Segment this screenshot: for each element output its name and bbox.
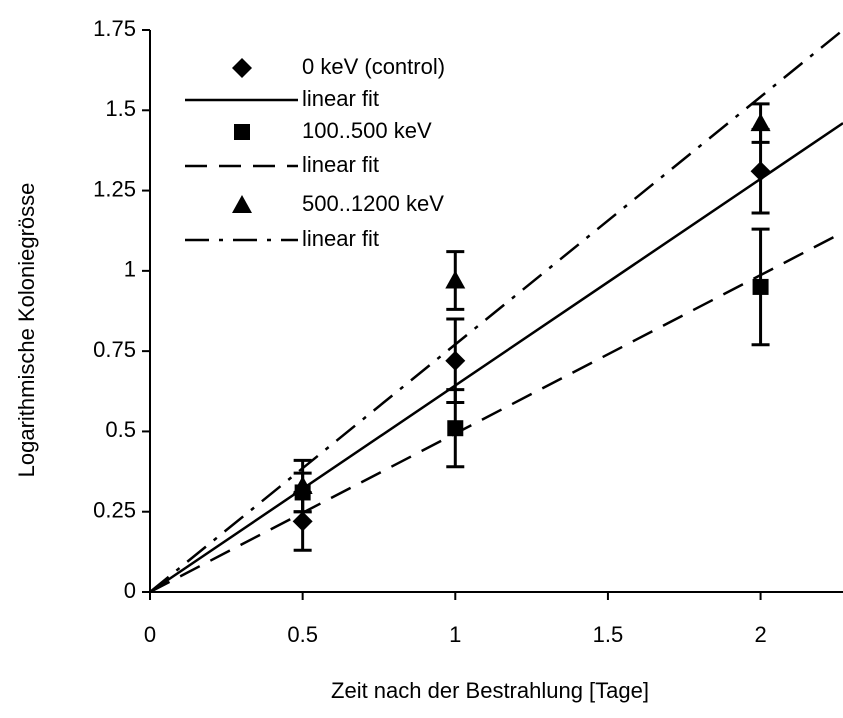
y-tick-label: 0.75: [93, 337, 136, 362]
marker-triangle: [445, 270, 466, 289]
legend-label: linear fit: [302, 86, 379, 111]
x-tick-label: 2: [754, 622, 766, 647]
x-tick-label: 0: [144, 622, 156, 647]
legend-label: 0 keV (control): [302, 54, 445, 79]
fit-line: [149, 122, 843, 594]
x-tick-label: 1: [449, 622, 461, 647]
marker-square: [234, 124, 250, 140]
y-tick-label: 1.5: [105, 96, 136, 121]
y-tick-label: 1.75: [93, 16, 136, 41]
x-tick-label: 0.5: [287, 622, 318, 647]
fit-line: [149, 29, 843, 593]
marker-diamond: [292, 511, 313, 532]
y-tick-label: 1: [124, 257, 136, 282]
x-tick-label: 1.5: [593, 622, 624, 647]
marker-triangle: [292, 476, 313, 495]
fit-line: [149, 231, 843, 594]
y-axis-label: Logarithmische Koloniegrösse: [14, 183, 39, 478]
legend-label: 500..1200 keV: [302, 191, 444, 216]
marker-square: [752, 278, 769, 295]
legend-label: linear fit: [302, 226, 379, 251]
marker-diamond: [232, 58, 252, 78]
x-axis-label: Zeit nach der Bestrahlung [Tage]: [331, 678, 649, 703]
legend-label: linear fit: [302, 152, 379, 177]
y-tick-label: 0: [124, 578, 136, 603]
marker-triangle: [750, 113, 771, 132]
marker-triangle: [232, 195, 252, 213]
marker-diamond: [445, 350, 466, 371]
legend-label: 100..500 keV: [302, 118, 432, 143]
y-tick-label: 1.25: [93, 176, 136, 201]
y-tick-label: 0.5: [105, 417, 136, 442]
y-tick-label: 0.25: [93, 498, 136, 523]
